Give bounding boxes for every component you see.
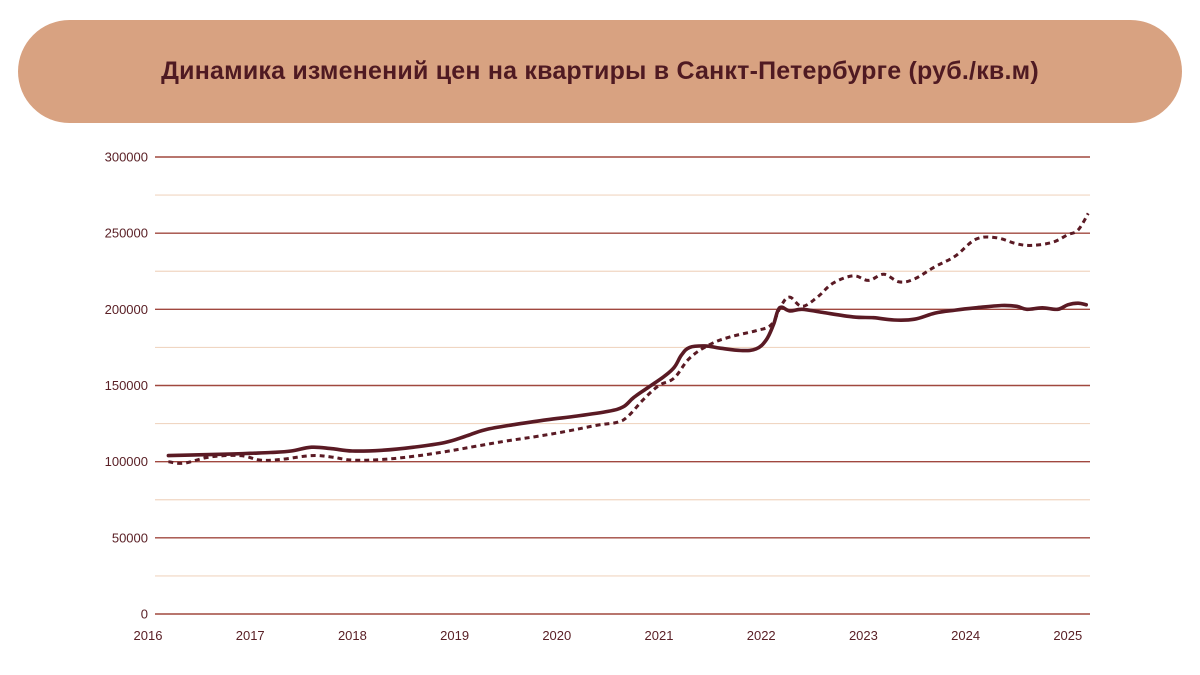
- y-tick-label: 0: [141, 607, 148, 622]
- y-tick-label: 150000: [105, 378, 148, 393]
- x-tick-label: 2021: [645, 628, 674, 643]
- x-tick-label: 2022: [747, 628, 776, 643]
- y-tick-label: 200000: [105, 302, 148, 317]
- title-banner: Динамика изменений цен на квартиры в Сан…: [18, 20, 1182, 123]
- y-tick-label: 100000: [105, 454, 148, 469]
- x-axis-ticks: 2016 2017 2018 2019 2020 2021 2022 2023 2024 2025: [134, 628, 1083, 643]
- x-tick-label: 2016: [134, 628, 163, 643]
- y-tick-label: 250000: [105, 226, 148, 241]
- x-tick-label: 2023: [849, 628, 878, 643]
- y-tick-label: 50000: [112, 530, 148, 545]
- x-tick-label: 2020: [542, 628, 571, 643]
- y-tick-label: 300000: [105, 150, 148, 165]
- x-tick-label: 2018: [338, 628, 367, 643]
- dashed-series-line: [168, 212, 1090, 465]
- x-tick-label: 2017: [236, 628, 265, 643]
- chart-title: Динамика изменений цен на квартиры в Сан…: [161, 57, 1039, 85]
- solid-series-line: [166, 301, 1088, 458]
- y-axis-ticks: 0 50000 100000 150000 200000 250000 300000: [105, 150, 148, 622]
- x-tick-label: 2025: [1053, 628, 1082, 643]
- x-tick-label: 2024: [951, 628, 980, 643]
- x-tick-label: 2019: [440, 628, 469, 643]
- grid-lines: [155, 156, 1090, 615]
- series-lines: [166, 212, 1090, 465]
